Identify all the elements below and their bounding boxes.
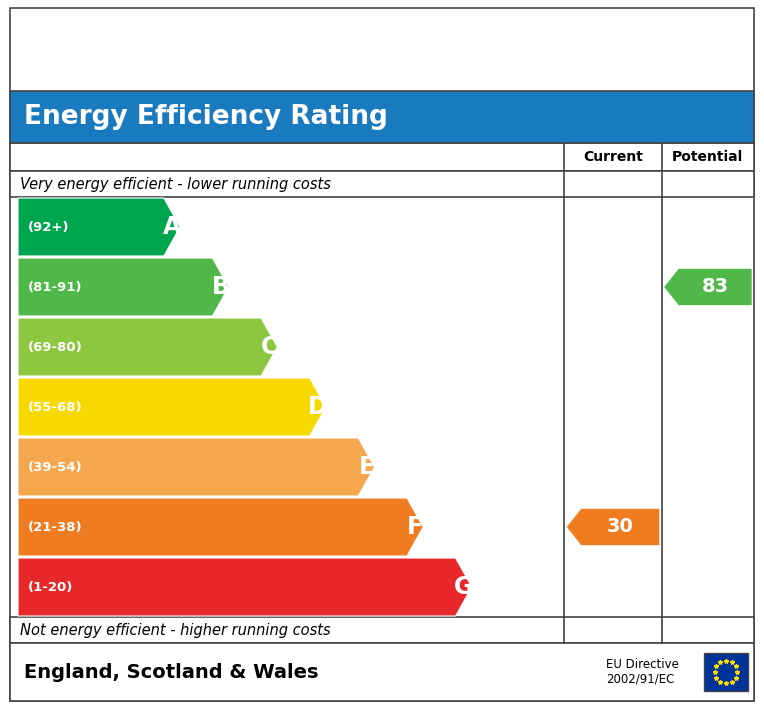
Text: C: C bbox=[261, 335, 278, 359]
Text: (92+): (92+) bbox=[28, 220, 70, 233]
Polygon shape bbox=[664, 269, 752, 306]
Polygon shape bbox=[18, 198, 180, 256]
Text: Current: Current bbox=[583, 150, 643, 164]
Text: E: E bbox=[358, 455, 374, 479]
Polygon shape bbox=[18, 558, 472, 616]
Bar bbox=[10, 143, 754, 171]
Text: A: A bbox=[163, 215, 181, 239]
Text: (69-80): (69-80) bbox=[28, 340, 83, 354]
Text: D: D bbox=[308, 395, 328, 419]
Polygon shape bbox=[18, 438, 374, 496]
Text: 30: 30 bbox=[607, 518, 634, 537]
Polygon shape bbox=[18, 378, 326, 436]
Bar bbox=[10, 643, 754, 701]
Text: G: G bbox=[454, 575, 474, 599]
Text: B: B bbox=[212, 275, 230, 299]
Text: EU Directive: EU Directive bbox=[606, 659, 679, 671]
Polygon shape bbox=[18, 258, 228, 316]
Bar bbox=[704, 653, 748, 691]
Bar bbox=[10, 617, 754, 643]
Text: Energy Efficiency Rating: Energy Efficiency Rating bbox=[24, 104, 388, 130]
Text: 83: 83 bbox=[702, 277, 729, 296]
Text: (55-68): (55-68) bbox=[28, 401, 83, 413]
Text: Potential: Potential bbox=[672, 150, 743, 164]
Polygon shape bbox=[18, 498, 423, 556]
Bar bbox=[10, 171, 754, 197]
Text: (1-20): (1-20) bbox=[28, 581, 73, 593]
Text: Not energy efficient - higher running costs: Not energy efficient - higher running co… bbox=[20, 623, 331, 637]
Text: (81-91): (81-91) bbox=[28, 281, 83, 294]
Polygon shape bbox=[18, 318, 277, 376]
Polygon shape bbox=[566, 508, 660, 546]
Text: (39-54): (39-54) bbox=[28, 461, 83, 474]
Text: (21-38): (21-38) bbox=[28, 520, 83, 533]
Text: Very energy efficient - lower running costs: Very energy efficient - lower running co… bbox=[20, 177, 331, 191]
Text: England, Scotland & Wales: England, Scotland & Wales bbox=[24, 662, 319, 681]
Text: 2002/91/EC: 2002/91/EC bbox=[606, 673, 675, 686]
Bar bbox=[10, 91, 754, 143]
Text: F: F bbox=[407, 515, 423, 539]
